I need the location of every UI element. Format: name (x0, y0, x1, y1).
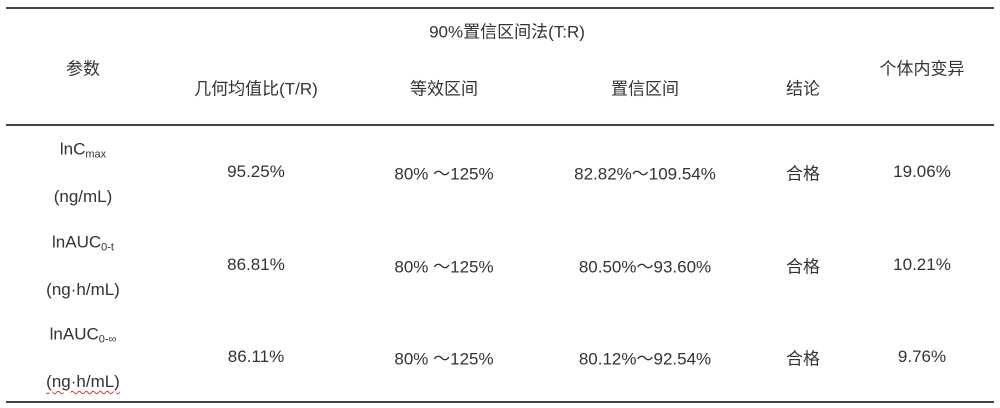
equiv-range-value: 80% ～125% (394, 164, 494, 184)
header-param: 参数 (66, 59, 100, 79)
header-conclusion: 结论 (786, 79, 820, 99)
param-name: lnCmax (60, 140, 106, 161)
geo-mean-value: 86.11% (227, 347, 285, 366)
param-subscript: max (85, 148, 107, 161)
param-unit: (ng·h/mL) (46, 372, 120, 392)
geo-mean-value: 95.25% (227, 162, 285, 181)
table-top-rule (6, 7, 994, 9)
param-unit: (ng·h/mL) (46, 280, 120, 300)
header-ci: 置信区间 (611, 79, 679, 99)
intra-cv-value: 19.06% (893, 162, 951, 181)
ci-value: 82.82%～109.54% (574, 164, 716, 184)
param-subscript: 0-∞ (98, 333, 117, 346)
header-group: 90%置信区间法(T:R) (429, 22, 585, 42)
ci-value: 80.12%～92.54% (578, 349, 712, 369)
param-name: lnAUC0-∞ (50, 325, 117, 346)
param-name: lnAUC0-t (52, 233, 114, 254)
header-intra-cv: 个体内变异 (879, 59, 965, 79)
intra-cv-value: 10.21% (893, 255, 951, 274)
param-main: lnAUC (49, 324, 99, 344)
intra-cv-value: 9.76% (897, 347, 947, 366)
param-main: lnAUC (52, 232, 102, 252)
ci-value: 80.50%～93.60% (578, 257, 712, 277)
unit-text: (ng·h/mL) (46, 280, 120, 299)
table-bottom-rule (6, 401, 994, 403)
unit-text: (ng·h/mL) (46, 372, 120, 391)
conclusion-value: 合格 (786, 257, 820, 277)
equiv-range-value: 80% ～125% (394, 257, 494, 277)
param-unit: (ng/mL) (54, 187, 113, 207)
equiv-range-value: 80% ～125% (394, 349, 494, 369)
geo-mean-value: 86.81% (227, 255, 285, 274)
conclusion-value: 合格 (786, 164, 820, 184)
unit-text: (ng/mL) (53, 187, 113, 206)
header-bottom-rule (6, 124, 994, 126)
param-main: lnC (59, 139, 86, 159)
conclusion-value: 合格 (786, 349, 820, 369)
header-geo-mean: 几何均值比(T/R) (194, 79, 318, 99)
param-subscript: 0-t (101, 241, 114, 254)
header-equiv-range: 等效区间 (410, 79, 478, 99)
